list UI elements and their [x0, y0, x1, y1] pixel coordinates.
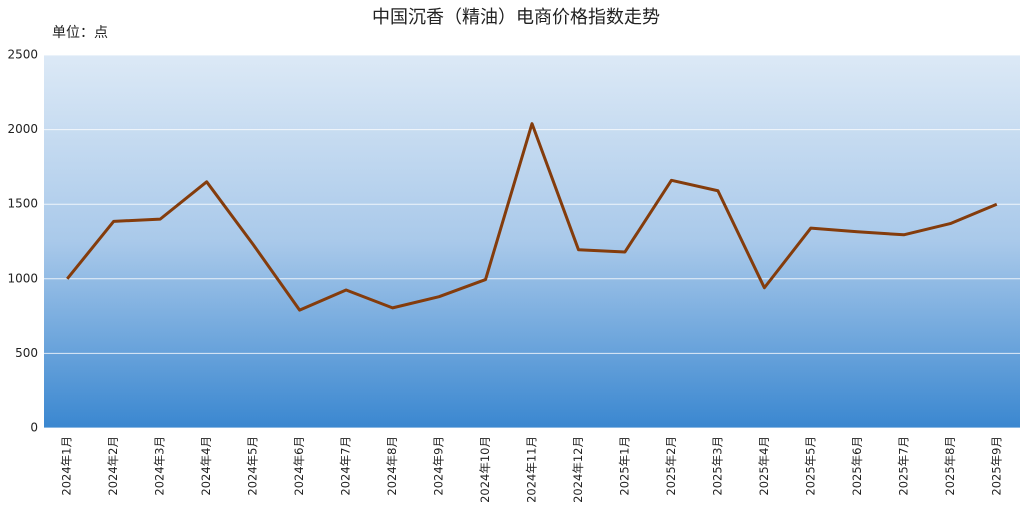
x-tick-label: 2025年1月: [617, 436, 631, 496]
x-tick-label: 2024年1月: [60, 436, 74, 496]
x-tick-label: 2024年11月: [525, 436, 539, 503]
x-tick-label: 2025年8月: [943, 436, 957, 496]
y-tick-label: 500: [15, 346, 38, 360]
x-tick-label: 2024年4月: [199, 436, 213, 496]
x-tick-label: 2025年9月: [989, 436, 1003, 496]
y-tick-label: 1000: [7, 271, 38, 285]
x-tick-label: 2025年3月: [710, 436, 724, 496]
x-tick-label: 2025年4月: [757, 436, 771, 496]
x-tick-label: 2024年10月: [478, 436, 492, 503]
x-tick-label: 2024年12月: [571, 436, 585, 503]
x-tick-label: 2024年3月: [153, 436, 167, 496]
x-tick-label: 2024年2月: [106, 436, 120, 496]
x-tick-label: 2025年6月: [850, 436, 864, 496]
x-tick-label: 2025年2月: [664, 436, 678, 496]
y-tick-label: 2000: [7, 122, 38, 136]
unit-label: 单位：点: [52, 25, 108, 41]
chart-title: 中国沉香（精油）电商价格指数走势: [372, 7, 660, 28]
plot-area: [44, 55, 1020, 428]
y-tick-label: 0: [30, 421, 38, 435]
x-tick-label: 2025年7月: [896, 436, 910, 496]
x-tick-label: 2024年6月: [292, 436, 306, 496]
x-tick-label: 2024年7月: [339, 436, 353, 496]
x-tick-label: 2024年9月: [432, 436, 446, 496]
x-tick-label: 2024年5月: [246, 436, 260, 496]
x-tick-label: 2024年8月: [385, 436, 399, 496]
x-tick-label: 2025年5月: [803, 436, 817, 496]
y-tick-label: 2500: [7, 48, 38, 62]
y-tick-label: 1500: [7, 197, 38, 211]
line-series: [66, 122, 998, 312]
